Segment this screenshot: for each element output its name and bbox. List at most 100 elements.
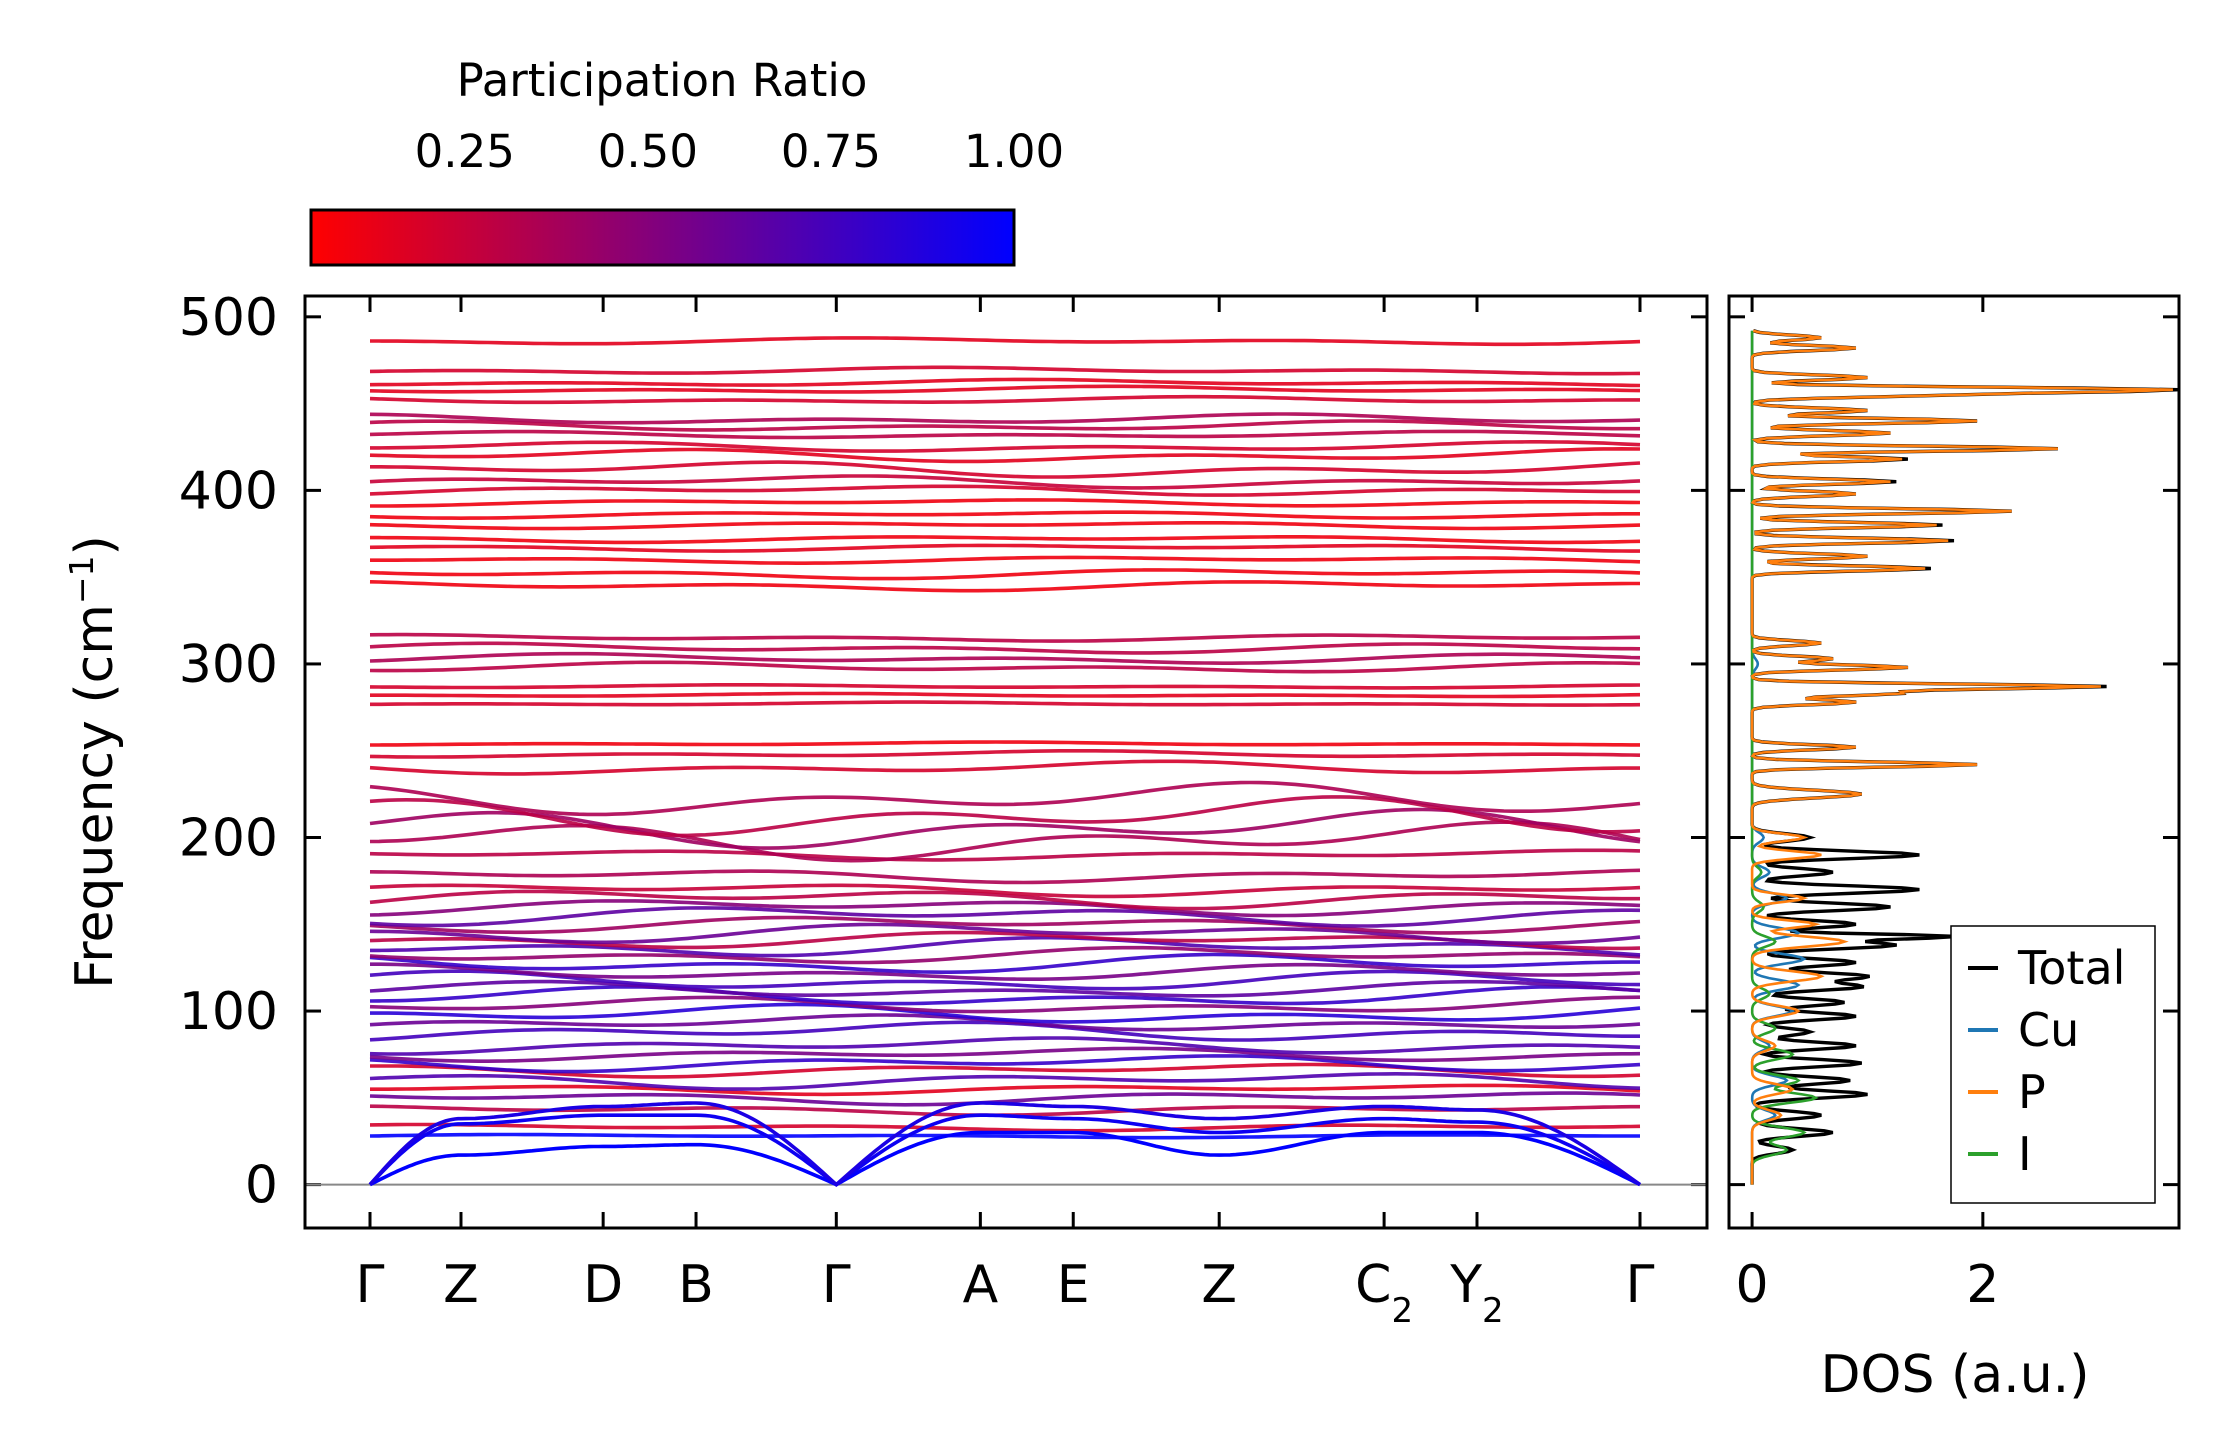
phonon-band [370, 498, 1641, 508]
phonon-band [370, 700, 1641, 707]
phonon-band [369, 365, 1641, 376]
dos-y-axis [1729, 315, 2179, 1187]
band-y-tick-label: 200 [179, 808, 278, 868]
colorbar-title: Participation Ratio [457, 54, 868, 107]
phonon-band [369, 952, 1640, 974]
band-y-tick-label: 0 [245, 1156, 278, 1216]
phonon-band [369, 945, 1641, 965]
legend-label: Total [2017, 941, 2125, 995]
phonon-band [369, 419, 1640, 432]
phonon-band [370, 555, 1641, 565]
phonon-band [369, 641, 1641, 655]
kpoint-label: C2 [1355, 1255, 1413, 1331]
colorbar-tick-label: 0.75 [781, 125, 881, 178]
phonon-band [369, 384, 1641, 394]
phonon-band [369, 543, 1640, 553]
kpoint-label: Γ [356, 1255, 385, 1315]
legend-box [1950, 925, 2156, 1204]
phonon-band [369, 412, 1641, 425]
dos-x-tick-label: 0 [1736, 1255, 1769, 1315]
phonon-band [369, 1054, 1641, 1074]
kpoint-label: Z [443, 1255, 479, 1315]
dos-lines [1750, 329, 2179, 1185]
phonon-band [369, 969, 1641, 991]
dos-curve-p [1750, 329, 2173, 1185]
phonon-band [370, 740, 1640, 747]
band-ylabel: Frequency (cm−1) [62, 535, 126, 989]
phonon-band [369, 915, 1641, 935]
phonon-band [369, 883, 1641, 899]
kpoint-label: Z [1201, 1255, 1237, 1315]
phonon-band [369, 394, 1640, 405]
phonon-band [369, 651, 1641, 665]
kpoint-label: Γ [822, 1255, 851, 1315]
phonon-band [369, 1036, 1641, 1056]
band-frame [303, 294, 1709, 1230]
legend-label: P [2018, 1065, 2046, 1119]
kpoint-label: E [1057, 1255, 1090, 1315]
phonon-band [370, 1083, 1641, 1097]
kpoint-label: B [678, 1255, 714, 1315]
phonon-band [369, 759, 1640, 776]
band-y-tick-label: 300 [179, 635, 278, 695]
phonon-band [369, 922, 1641, 946]
band-y-axis: 0 100 200 300 400 500 [179, 288, 1707, 1216]
dos-xlabel: DOS (a.u.) [1821, 1345, 2090, 1405]
dos-frame [1727, 294, 2181, 1230]
colorbar-tick-label: 0.50 [598, 125, 698, 178]
dos-legend: Total Cu PI [1950, 925, 2156, 1204]
dos-x-tick-label: 2 [1966, 1255, 1999, 1315]
phonon-band [370, 691, 1641, 699]
phonon-band [369, 580, 1640, 593]
kpoint-label: A [963, 1255, 999, 1315]
kpoint-label: Y2 [1449, 1255, 1503, 1331]
phonon-band [369, 848, 1641, 862]
phonon-band [369, 780, 1641, 817]
legend-label: I [2018, 1127, 2032, 1181]
phonon-band [369, 1046, 1641, 1063]
colorbar-tick-label: 1.00 [964, 125, 1064, 178]
phonon-band [370, 962, 1641, 981]
phonon-band [369, 795, 1641, 838]
kpoint-label: Γ [1626, 1255, 1655, 1315]
phonon-band [369, 1132, 1640, 1140]
colorbar: Participation Ratio 0.25 0.50 0.75 1.00 [309, 54, 1064, 267]
phonon-band [369, 868, 1641, 885]
acoustic-1 [369, 1130, 1641, 1187]
phonon-band [369, 979, 1641, 998]
phonon-band [369, 985, 1641, 1006]
phonon-band [369, 749, 1641, 759]
phonon-band [369, 1071, 1641, 1091]
phonon-band [370, 1002, 1641, 1024]
band-lines [305, 336, 1707, 1188]
phonon-band [369, 377, 1641, 388]
phonon-band [369, 899, 1641, 918]
phonon-band [369, 683, 1641, 690]
acoustic-2 [368, 1113, 1641, 1187]
phonon-band [369, 521, 1641, 531]
phonon-band [369, 889, 1640, 911]
colorbar-tick-label: 0.25 [415, 125, 515, 178]
phonon-band [369, 632, 1641, 643]
band-x-axis: Γ Z D B Γ A E Z C2 Y2 Γ [356, 296, 1655, 1331]
phonon-band [369, 1091, 1641, 1107]
phonon-band [370, 336, 1641, 347]
phonon-band [369, 807, 1641, 850]
band-y-tick-label: 500 [179, 288, 278, 348]
phonon-band [369, 568, 1641, 581]
legend-label: Cu [2018, 1003, 2079, 1057]
band-y-tick-label: 100 [179, 982, 278, 1042]
phonon-band [370, 440, 1641, 453]
band-y-tick-label: 400 [179, 461, 278, 521]
phonon-band [370, 460, 1641, 479]
phonon-band [369, 995, 1641, 1014]
phonon-band [369, 906, 1641, 928]
phonon-band [369, 1122, 1641, 1133]
phonon-band [369, 446, 1641, 464]
acoustic-3 [368, 1101, 1642, 1188]
phonon-band [369, 429, 1641, 440]
